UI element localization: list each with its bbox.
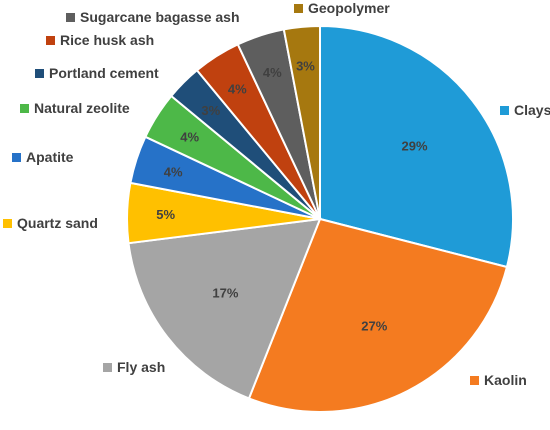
legend-swatch-rice-husk-ash [46,36,55,45]
pie-category-labels: Clays Kaolin Fly ash Quartz sand Apatite Natu… [3,0,550,388]
legend-swatch-portland-cement [35,69,44,78]
legend-text-portland-cement: Portland cement [49,65,159,81]
category-label-kaolin: Kaolin [470,372,527,388]
legend-swatch-apatite [12,153,21,162]
category-label-geopolymer: Geopolymer [294,0,390,16]
percent-label-kaolin: 27% [361,319,387,334]
pie-slice-geopolymer [282,24,321,220]
pie-slice-clays [319,24,514,269]
legend-text-rice-husk-ash: Rice husk ash [60,32,154,48]
pie-percent-labels: 29%27%17%5%4%4%3%4%4% 3% [156,58,428,333]
percent-label-natural-zeolite: 4% [180,129,199,144]
category-label-apatite: Apatite [12,149,74,165]
legend-swatch-geopolymer [294,4,303,13]
pie-slice-fly-ash [127,217,322,400]
category-label-portland-cement: Portland cement [35,65,159,81]
legend-text-apatite: Apatite [26,149,74,165]
category-label-rice-husk-ash: Rice husk ash [46,32,154,48]
percent-label-quartz-sand: 5% [156,207,175,222]
percent-label-portland-cement: 3% [201,103,220,118]
legend-text-fly-ash: Fly ash [117,359,165,375]
percent-label-clays: 29% [402,139,428,154]
category-label-natural-zeolite: Natural zeolite [20,100,130,116]
legend-text-geopolymer: Geopolymer [308,0,390,16]
legend-swatch-kaolin [470,376,479,385]
percent-label-rice-husk-ash: 4% [228,82,247,97]
pie-slice-kaolin [247,217,509,413]
legend-swatch-clays [500,106,509,115]
legend-text-kaolin: Kaolin [484,372,527,388]
category-label-fly-ash: Fly ash [103,359,165,375]
percent-label-apatite: 4% [164,164,183,179]
legend-swatch-natural-zeolite [20,104,29,113]
legend-swatch-fly-ash [103,363,112,372]
category-label-sugarcane-bagasse-ash: Sugarcane bagasse ash [66,9,240,25]
percent-label-fly-ash: 17% [212,285,238,300]
legend-text-sugarcane-bagasse-ash: Sugarcane bagasse ash [80,9,240,25]
category-label-quartz-sand: Quartz sand [3,215,98,231]
percent-label-sugarcane-bagasse-ash: 4% [263,65,282,80]
legend-text-quartz-sand: Quartz sand [17,215,98,231]
legend-text-natural-zeolite: Natural zeolite [34,100,130,116]
percent-label-geopolymer: 3% [296,58,315,73]
legend-swatch-quartz-sand [3,219,12,228]
legend-text-clays: Clays [514,102,550,118]
category-label-clays: Clays [500,102,550,118]
pie-slices [126,24,514,413]
legend-swatch-sugarcane-bagasse-ash [66,13,75,22]
